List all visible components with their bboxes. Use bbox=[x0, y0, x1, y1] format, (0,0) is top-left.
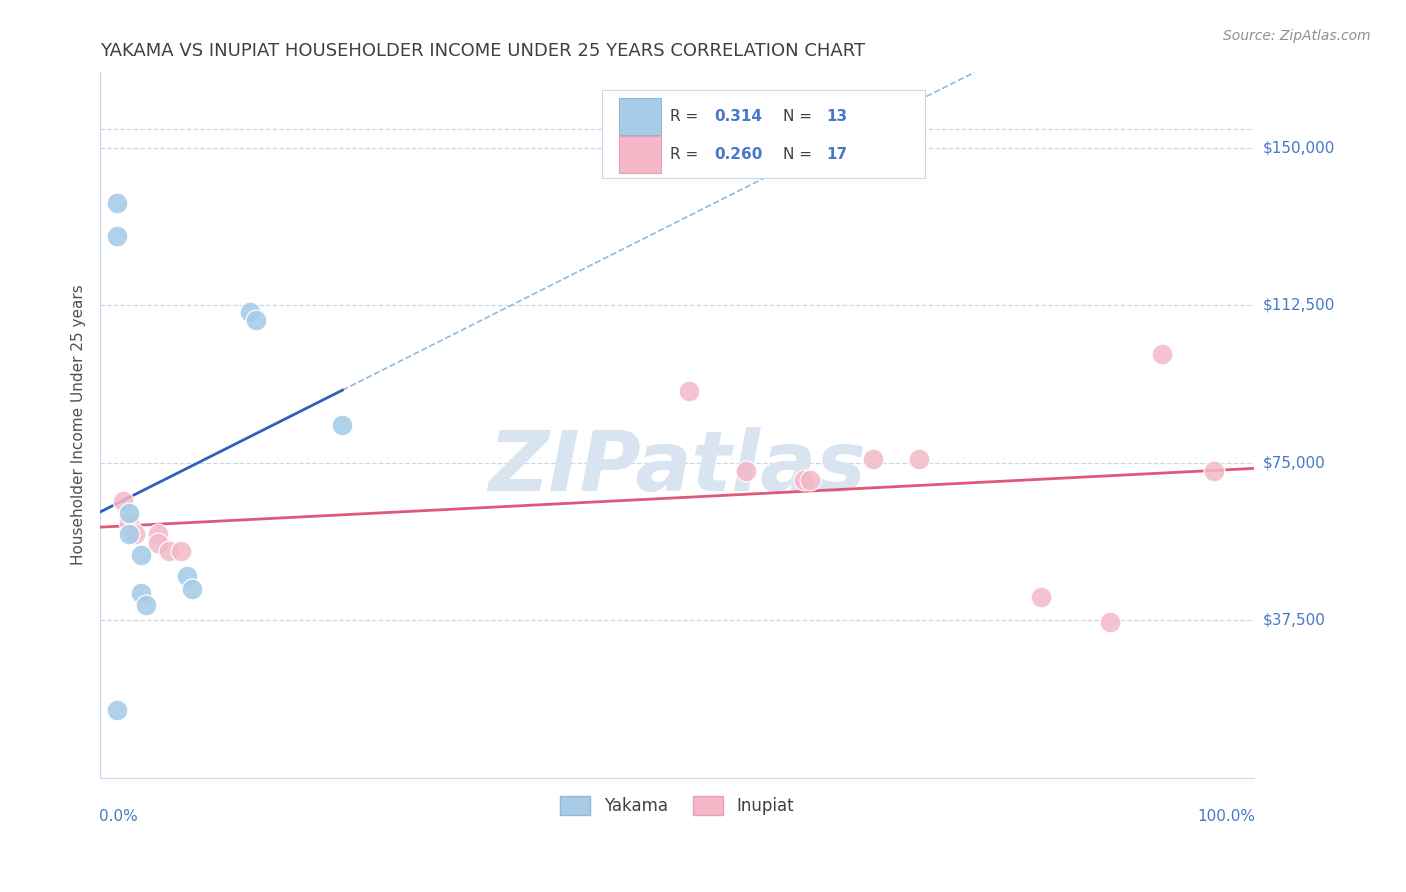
Point bbox=[678, 384, 700, 399]
Point bbox=[735, 464, 758, 478]
Text: $112,500: $112,500 bbox=[1263, 298, 1334, 313]
Point bbox=[1150, 346, 1173, 360]
Point bbox=[129, 586, 152, 600]
Text: $150,000: $150,000 bbox=[1263, 140, 1334, 155]
Point bbox=[862, 451, 884, 466]
Point bbox=[176, 569, 198, 583]
Point bbox=[170, 544, 193, 558]
Text: $37,500: $37,500 bbox=[1263, 613, 1326, 628]
Point bbox=[1029, 590, 1052, 604]
Point bbox=[239, 304, 262, 318]
Point bbox=[799, 473, 821, 487]
Text: 0.314: 0.314 bbox=[714, 109, 762, 124]
Text: 17: 17 bbox=[825, 147, 846, 162]
Point bbox=[118, 515, 141, 529]
Point bbox=[107, 229, 129, 244]
Point bbox=[245, 313, 267, 327]
Text: 100.0%: 100.0% bbox=[1197, 809, 1256, 824]
Text: 13: 13 bbox=[825, 109, 846, 124]
Point bbox=[107, 703, 129, 717]
Point bbox=[146, 535, 169, 549]
Text: YAKAMA VS INUPIAT HOUSEHOLDER INCOME UNDER 25 YEARS CORRELATION CHART: YAKAMA VS INUPIAT HOUSEHOLDER INCOME UND… bbox=[100, 42, 865, 60]
Point bbox=[1202, 464, 1225, 478]
Point bbox=[129, 548, 152, 562]
FancyBboxPatch shape bbox=[602, 90, 925, 178]
Point bbox=[135, 599, 157, 613]
Point bbox=[146, 527, 169, 541]
FancyBboxPatch shape bbox=[620, 136, 661, 173]
Point bbox=[908, 451, 931, 466]
Text: N =: N = bbox=[783, 109, 817, 124]
Text: R =: R = bbox=[671, 109, 703, 124]
Point bbox=[157, 544, 180, 558]
Point bbox=[118, 506, 141, 520]
Text: N =: N = bbox=[783, 147, 817, 162]
Point bbox=[107, 195, 129, 210]
Point bbox=[1098, 615, 1121, 630]
Point bbox=[112, 493, 135, 508]
FancyBboxPatch shape bbox=[620, 98, 661, 135]
Legend: Yakama, Inupiat: Yakama, Inupiat bbox=[554, 789, 800, 822]
Y-axis label: Householder Income Under 25 years: Householder Income Under 25 years bbox=[72, 285, 86, 566]
Text: Source: ZipAtlas.com: Source: ZipAtlas.com bbox=[1223, 29, 1371, 43]
Point bbox=[124, 527, 146, 541]
Point bbox=[332, 417, 354, 432]
Point bbox=[118, 527, 141, 541]
Text: $75,000: $75,000 bbox=[1263, 455, 1324, 470]
Text: R =: R = bbox=[671, 147, 703, 162]
Point bbox=[793, 473, 815, 487]
Text: 0.0%: 0.0% bbox=[98, 809, 138, 824]
Point bbox=[181, 582, 204, 596]
Text: 0.260: 0.260 bbox=[714, 147, 762, 162]
Text: ZIPatlas: ZIPatlas bbox=[488, 426, 866, 508]
